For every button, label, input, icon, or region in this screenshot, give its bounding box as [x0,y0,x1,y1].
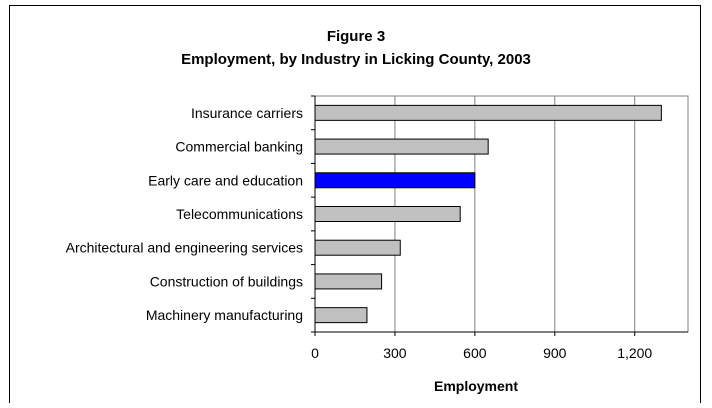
x-tick-label: 600 [463,345,487,361]
x-tick-label: 0 [311,345,319,361]
bar [314,239,401,256]
bar [314,104,662,121]
category-label: Architectural and engineering services [66,240,303,256]
category-label: Construction of buildings [150,273,303,289]
x-axis-label: Employment [434,378,518,394]
x-tick-label: 1,200 [617,345,652,361]
bar [314,138,489,155]
category-label: Commercial banking [175,139,303,155]
category-label: Machinery manufacturing [146,307,303,323]
category-label: Telecommunications [176,206,303,222]
axes [311,95,688,336]
chart-title: Figure 3 [327,28,385,45]
chart-subtitle: Employment, by Industry in Licking Count… [181,51,531,68]
bar [314,172,476,189]
x-tick-labels: 0 300 600 900 1,200 [311,345,652,361]
bar [314,273,383,290]
category-labels: Insurance carriers Commercial banking Earl… [66,105,303,323]
bars [314,104,662,324]
x-tick-label: 300 [383,345,407,361]
bar [314,307,368,324]
bar [314,206,461,222]
category-label: Insurance carriers [191,105,303,121]
x-tick-label: 900 [543,345,567,361]
category-label: Early care and education [148,172,303,188]
